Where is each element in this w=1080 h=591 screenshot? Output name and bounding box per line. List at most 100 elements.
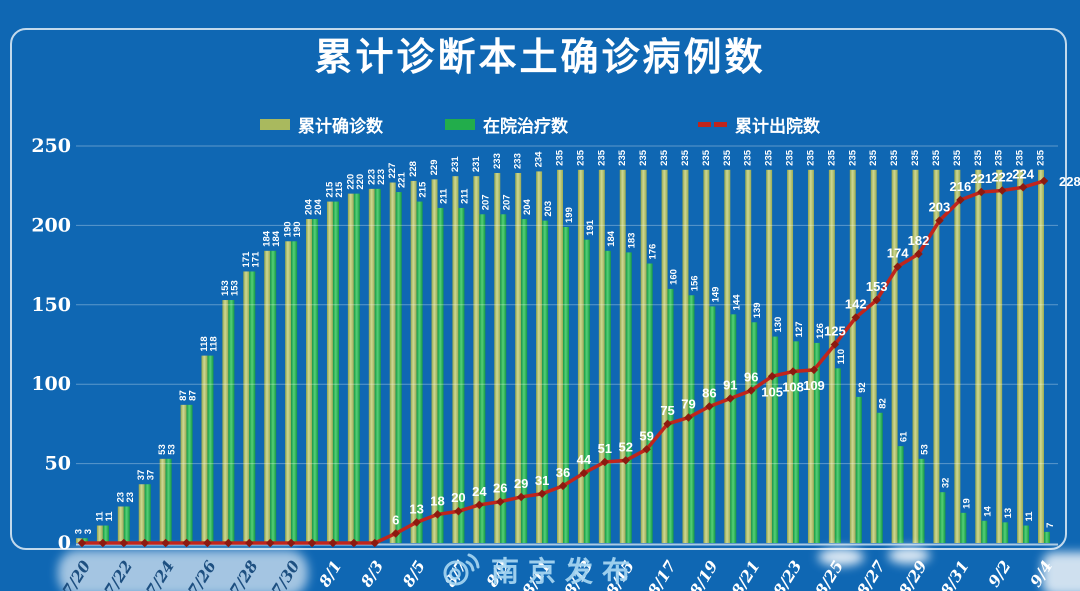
label-inhospital-7/21: 11	[104, 511, 115, 522]
label-confirmed-7/29: 184	[262, 230, 273, 247]
label-discharged-8/16: 59	[639, 428, 653, 443]
label-inhospital-8/21: 139	[752, 302, 763, 318]
discharged-dash-icon	[714, 122, 727, 127]
erased-watermark-blob-corner	[1042, 552, 1080, 591]
label-discharged-8/12: 36	[556, 465, 570, 480]
bar-confirmed-8/20	[724, 169, 731, 543]
label-confirmed-8/26: 235	[847, 149, 858, 166]
discharged-marker-8/9	[496, 497, 505, 506]
label-inhospital-9/2: 13	[1003, 508, 1014, 519]
label-discharged-8/30: 203	[929, 200, 951, 215]
bar-confirmed-8/10	[515, 172, 522, 543]
bar-confirmed-7/23	[138, 484, 145, 543]
bar-confirmed-7/27	[222, 300, 229, 543]
label-confirmed-7/20: 3	[74, 529, 85, 534]
bar-confirmed-8/5	[410, 180, 417, 543]
bar-inhospital-8/22	[772, 336, 779, 543]
label-inhospital-8/27: 82	[878, 398, 889, 409]
label-confirmed-8/2: 220	[345, 174, 356, 190]
bar-confirmed-8/11	[536, 171, 543, 543]
confirmed-swatch-icon	[260, 119, 290, 130]
bar-inhospital-8/12	[563, 226, 569, 543]
label-confirmed-8/3: 223	[366, 169, 377, 185]
bar-confirmed-8/28	[891, 169, 898, 543]
bar-confirmed-8/14	[598, 169, 605, 543]
label-confirmed-7/22: 23	[115, 492, 126, 503]
label-confirmed-7/31: 204	[304, 198, 315, 215]
label-discharged-8/19: 86	[702, 385, 716, 400]
bar-confirmed-8/23	[787, 169, 794, 543]
bar-inhospital-7/26	[207, 355, 214, 543]
label-confirmed-8/24: 235	[805, 149, 816, 166]
label-inhospital-8/13: 191	[585, 219, 596, 236]
bar-confirmed-8/27	[870, 169, 877, 543]
bar-inhospital-8/15	[625, 252, 632, 543]
bar-confirmed-8/15	[619, 169, 626, 543]
label-inhospital-7/22: 23	[125, 492, 136, 503]
bar-inhospital-8/30	[939, 492, 946, 543]
label-discharged-8/24: 109	[803, 378, 825, 393]
label-inhospital-8/5: 215	[418, 181, 429, 198]
label-inhospital-8/8: 207	[480, 194, 491, 210]
label-discharged-8/5: 13	[409, 501, 423, 516]
label-inhospital-8/19: 149	[710, 287, 721, 303]
legend-label-confirmed: 累计确诊数	[298, 117, 383, 136]
discharged-dash-icon	[698, 122, 711, 127]
bar-confirmed-9/4	[1038, 169, 1044, 543]
label-confirmed-8/7: 231	[450, 156, 461, 173]
bar-inhospital-8/27	[876, 412, 883, 543]
label-confirmed-8/4: 227	[387, 163, 398, 179]
label-inhospital-8/18: 156	[689, 275, 700, 291]
label-confirmed-7/25: 87	[178, 390, 189, 401]
erased-watermark-blob	[888, 547, 930, 564]
bar-inhospital-8/8	[479, 214, 486, 543]
bar-inhospital-7/25	[186, 404, 193, 543]
label-inhospital-7/26: 118	[208, 336, 219, 351]
label-inhospital-8/3: 223	[376, 169, 387, 185]
label-confirmed-8/30: 235	[931, 149, 942, 166]
label-discharged-8/26: 142	[845, 297, 867, 312]
label-confirmed-8/18: 235	[680, 149, 691, 166]
bar-confirmed-8/16	[640, 169, 647, 543]
legend-item-confirmed: 累计确诊数	[260, 112, 383, 137]
label-inhospital-8/20: 144	[731, 294, 742, 311]
label-confirmed-8/17: 235	[659, 149, 670, 166]
label-discharged-8/17: 75	[660, 403, 674, 418]
label-inhospital-8/6: 211	[439, 188, 450, 204]
bar-inhospital-8/4	[395, 192, 402, 543]
label-confirmed-7/21: 11	[94, 511, 105, 522]
label-inhospital-7/30: 190	[292, 221, 303, 237]
label-confirmed-7/24: 53	[157, 444, 168, 455]
label-inhospital-8/11: 203	[543, 201, 554, 217]
bar-confirmed-7/29	[264, 250, 271, 544]
bar-confirmed-8/25	[828, 169, 835, 543]
label-discharged-8/8: 24	[472, 484, 487, 499]
label-inhospital-9/3: 11	[1024, 511, 1035, 522]
label-confirmed-8/5: 228	[408, 161, 419, 177]
bar-inhospital-8/31	[960, 512, 967, 543]
label-confirmed-7/30: 190	[283, 221, 294, 237]
bar-inhospital-8/6	[437, 207, 444, 543]
bar-confirmed-7/31	[306, 219, 313, 543]
bar-confirmed-7/20	[76, 538, 82, 543]
legend-label-inhospital: 在院治疗数	[483, 117, 568, 136]
label-discharged-8/23: 108	[782, 379, 804, 394]
y-tick-100: 100	[31, 373, 71, 395]
bar-confirmed-8/1	[326, 201, 333, 543]
bar-confirmed-8/12	[557, 169, 563, 543]
label-confirmed-8/19: 235	[701, 149, 712, 166]
bar-inhospital-8/9	[500, 214, 507, 543]
bar-inhospital-9/2	[1002, 522, 1009, 543]
y-tick-50: 50	[45, 453, 71, 475]
bar-inhospital-7/27	[228, 300, 235, 543]
label-inhospital-7/25: 87	[188, 390, 199, 401]
bar-inhospital-9/4	[1044, 531, 1050, 543]
bar-inhospital-8/13	[583, 239, 590, 543]
bar-confirmed-9/1	[975, 169, 982, 543]
bar-confirmed-8/22	[766, 169, 773, 543]
label-inhospital-7/28: 171	[250, 251, 261, 268]
label-inhospital-8/10: 204	[522, 198, 533, 215]
bar-inhospital-7/30	[291, 241, 298, 543]
